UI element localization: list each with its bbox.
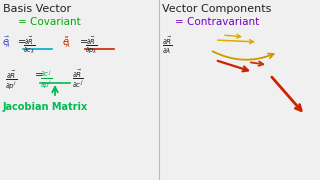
- Text: Basis Vector: Basis Vector: [3, 4, 71, 14]
- Text: $=$: $=$: [78, 35, 89, 45]
- Text: $\frac{\partial\vec{R}}{\partial c_{\lambda}}$: $\frac{\partial\vec{R}}{\partial c_{\lam…: [23, 35, 35, 56]
- Text: = Covariant: = Covariant: [18, 17, 81, 27]
- Text: $\frac{\partial\vec{R}}{\partial p^{i}}$: $\frac{\partial\vec{R}}{\partial p^{i}}$: [5, 68, 17, 91]
- Text: Jacobian Matrix: Jacobian Matrix: [3, 102, 88, 112]
- Text: $\frac{\partial\vec{R}}{\partial\lambda}$: $\frac{\partial\vec{R}}{\partial\lambda}…: [162, 35, 173, 56]
- Text: $\frac{\partial c^{j}}{\partial p^{i}}$: $\frac{\partial c^{j}}{\partial p^{i}}$: [40, 68, 52, 90]
- Text: $\vec{e}_{\!\!\lambda}$: $\vec{e}_{\!\!\lambda}$: [2, 35, 11, 50]
- Text: $=$: $=$: [16, 35, 27, 45]
- Text: $=$: $=$: [32, 68, 44, 78]
- Text: $\frac{\partial\vec{R}}{\partial c^{j}}$: $\frac{\partial\vec{R}}{\partial c^{j}}$: [72, 68, 84, 90]
- Text: $\tilde{e}_{\!\!\lambda}$: $\tilde{e}_{\!\!\lambda}$: [62, 35, 71, 50]
- Text: $\frac{\partial\vec{R}}{\partial p_{\lambda}}$: $\frac{\partial\vec{R}}{\partial p_{\lam…: [85, 35, 98, 56]
- Text: = Contravariant: = Contravariant: [175, 17, 259, 27]
- Text: Vector Components: Vector Components: [162, 4, 271, 14]
